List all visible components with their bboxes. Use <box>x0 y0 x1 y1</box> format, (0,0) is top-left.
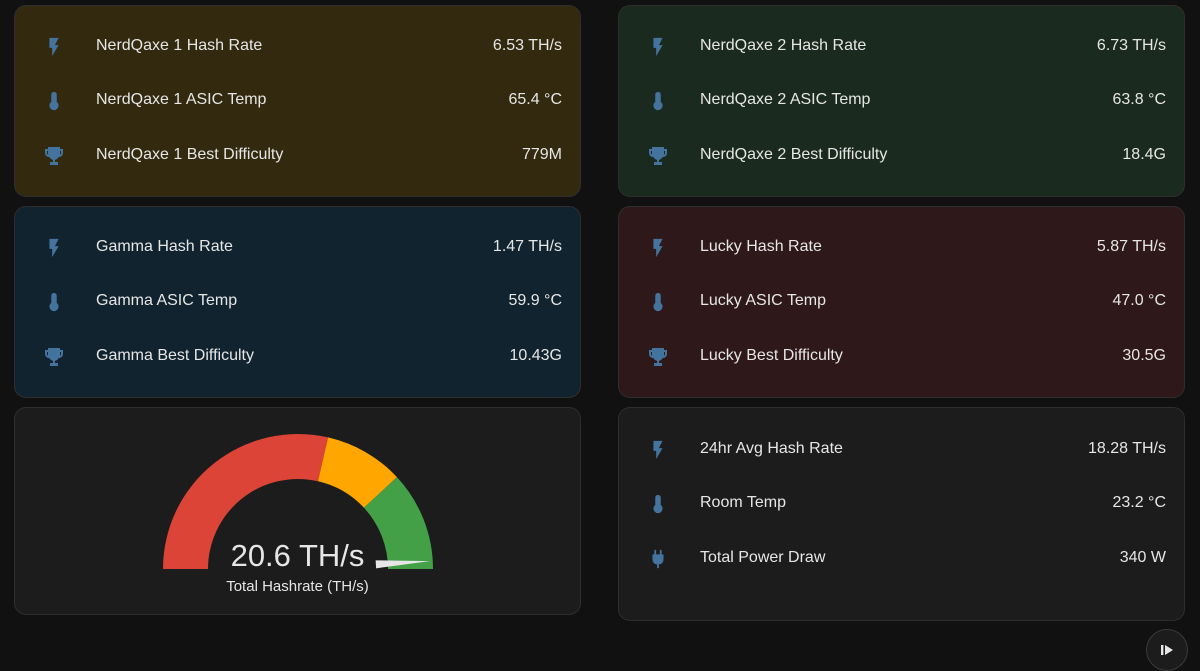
gauge-name: Total Hashrate (TH/s) <box>226 578 369 595</box>
entity-label: NerdQaxe 2 Hash Rate <box>700 37 867 54</box>
nerdqaxe-1-asic-temp-row[interactable]: NerdQaxe 1 ASIC Temp 65.4 °C <box>15 85 580 115</box>
lucky-best-difficulty-row[interactable]: Lucky Best Difficulty 30.5G <box>619 341 1184 371</box>
gauge-segment-red <box>163 434 329 569</box>
entity-label: Lucky ASIC Temp <box>700 292 826 309</box>
lightning-bolt-icon <box>645 235 671 261</box>
thermometer-icon <box>645 491 671 517</box>
nerdqaxe-2-card: NerdQaxe 2 Hash Rate 6.73 TH/s NerdQaxe … <box>618 5 1185 197</box>
entity-value: 30.5G <box>1122 347 1166 364</box>
room-temp-row[interactable]: Room Temp 23.2 °C <box>619 488 1184 518</box>
entity-value: 59.9 °C <box>508 292 562 309</box>
summary-card: 24hr Avg Hash Rate 18.28 TH/s Room Temp … <box>618 407 1185 621</box>
entity-label: Total Power Draw <box>700 549 826 566</box>
lucky-card: Lucky Hash Rate 5.87 TH/s Lucky ASIC Tem… <box>618 206 1185 398</box>
entity-value: 340 W <box>1119 549 1166 566</box>
entity-value: 5.87 TH/s <box>1096 238 1166 255</box>
entity-label: Room Temp <box>700 494 786 511</box>
play-pause-button[interactable] <box>1146 629 1188 671</box>
entity-value: 779M <box>521 146 562 163</box>
entity-label: Gamma Best Difficulty <box>96 347 254 364</box>
thermometer-icon <box>41 289 67 315</box>
nerdqaxe-2-hash-rate-row[interactable]: NerdQaxe 2 Hash Rate 6.73 TH/s <box>619 31 1184 61</box>
gamma-hash-rate-row[interactable]: Gamma Hash Rate 1.47 TH/s <box>15 232 580 262</box>
gamma-asic-temp-row[interactable]: Gamma ASIC Temp 59.9 °C <box>15 286 580 316</box>
entity-value: 1.47 TH/s <box>492 238 562 255</box>
entity-value: 10.43G <box>509 347 562 364</box>
entity-value: 65.4 °C <box>508 91 562 108</box>
thermometer-icon <box>645 289 671 315</box>
entity-label: NerdQaxe 1 Hash Rate <box>96 37 263 54</box>
entity-value: 63.8 °C <box>1112 91 1166 108</box>
total-power-draw-row[interactable]: Total Power Draw 340 W <box>619 543 1184 573</box>
trophy-icon <box>41 143 67 169</box>
lucky-hash-rate-row[interactable]: Lucky Hash Rate 5.87 TH/s <box>619 232 1184 262</box>
entity-value: 6.73 TH/s <box>1096 37 1166 54</box>
entity-label: NerdQaxe 2 ASIC Temp <box>700 91 871 108</box>
nerdqaxe-1-best-difficulty-row[interactable]: NerdQaxe 1 Best Difficulty 779M <box>15 140 580 170</box>
entity-value: 23.2 °C <box>1112 494 1166 511</box>
lightning-bolt-icon <box>41 235 67 261</box>
play-pause-icon <box>1159 642 1175 658</box>
entity-label: NerdQaxe 1 ASIC Temp <box>96 91 267 108</box>
nerdqaxe-1-hash-rate-row[interactable]: NerdQaxe 1 Hash Rate 6.53 TH/s <box>15 31 580 61</box>
lightning-bolt-icon <box>41 34 67 60</box>
nerdqaxe-2-best-difficulty-row[interactable]: NerdQaxe 2 Best Difficulty 18.4G <box>619 140 1184 170</box>
thermometer-icon <box>41 88 67 114</box>
avg-hash-rate-row[interactable]: 24hr Avg Hash Rate 18.28 TH/s <box>619 434 1184 464</box>
trophy-icon <box>645 344 671 370</box>
total-hashrate-gauge-card[interactable]: 20.6 TH/s Total Hashrate (TH/s) <box>14 407 581 615</box>
entity-label: Gamma Hash Rate <box>96 238 233 255</box>
entity-value: 47.0 °C <box>1112 292 1166 309</box>
gauge-dial <box>163 434 433 569</box>
entity-label: 24hr Avg Hash Rate <box>700 440 843 457</box>
entity-value: 18.4G <box>1122 146 1166 163</box>
nerdqaxe-2-asic-temp-row[interactable]: NerdQaxe 2 ASIC Temp 63.8 °C <box>619 85 1184 115</box>
gamma-best-difficulty-row[interactable]: Gamma Best Difficulty 10.43G <box>15 341 580 371</box>
lightning-bolt-icon <box>645 437 671 463</box>
entity-label: Lucky Best Difficulty <box>700 347 843 364</box>
gauge-segment-yellow <box>318 437 397 508</box>
gauge-needle <box>375 560 430 569</box>
entity-label: NerdQaxe 1 Best Difficulty <box>96 146 284 163</box>
thermometer-icon <box>645 88 671 114</box>
gamma-card: Gamma Hash Rate 1.47 TH/s Gamma ASIC Tem… <box>14 206 581 398</box>
trophy-icon <box>645 143 671 169</box>
entity-label: Lucky Hash Rate <box>700 238 822 255</box>
entity-label: NerdQaxe 2 Best Difficulty <box>700 146 888 163</box>
trophy-icon <box>41 344 67 370</box>
entity-value: 18.28 TH/s <box>1088 440 1166 457</box>
entity-value: 6.53 TH/s <box>492 37 562 54</box>
entity-label: Gamma ASIC Temp <box>96 292 238 309</box>
gauge-segment-green <box>363 477 433 569</box>
lightning-bolt-icon <box>645 34 671 60</box>
lucky-asic-temp-row[interactable]: Lucky ASIC Temp 47.0 °C <box>619 286 1184 316</box>
gauge-value: 20.6 TH/s <box>230 538 365 573</box>
power-plug-icon <box>645 546 671 572</box>
nerdqaxe-1-card: NerdQaxe 1 Hash Rate 6.53 TH/s NerdQaxe … <box>14 5 581 197</box>
